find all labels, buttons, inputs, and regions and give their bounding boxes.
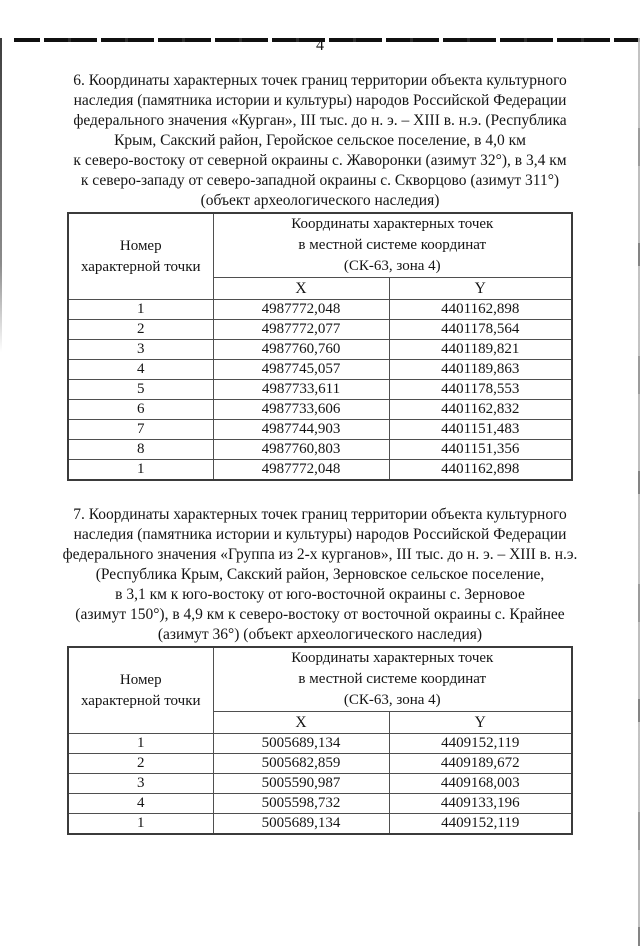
section-6: 6. Координаты характерных точек границ т… (0, 71, 640, 481)
coordinates-column-header: Координаты характерных точек в местной с… (212, 212, 573, 278)
table-cell: 4987772,077 (212, 319, 390, 340)
table-row: 4 5005598,732 4409133,196 (67, 793, 573, 814)
table-row: 8 4987760,803 4401151,356 (67, 439, 573, 460)
table-cell: 4409189,672 (388, 753, 573, 774)
section-7: 7. Координаты характерных точек границ т… (0, 505, 640, 835)
table-cell: 4 (67, 359, 214, 380)
section-6-heading: 6. Координаты характерных точек границ т… (73, 72, 567, 209)
table-row: 2 5005682,859 4409189,672 (67, 753, 573, 774)
table-cell: 4987744,903 (212, 419, 390, 440)
coordinates-table-6: Номер характерной точки Координаты харак… (67, 212, 574, 481)
table-row: 2 4987772,077 4401178,564 (67, 319, 573, 340)
table-row: 3 5005590,987 4409168,003 (67, 773, 573, 794)
scan-artifact-top-edge (14, 38, 640, 42)
table-row: 1 4987772,048 4401162,898 (67, 299, 573, 320)
table-cell: 4987772,048 (212, 459, 390, 481)
table-cell: 1 (67, 299, 214, 320)
table-cell: 1 (67, 459, 214, 481)
table-row: 1 4987772,048 4401162,898 (67, 459, 573, 481)
table-cell: 4401189,821 (388, 339, 573, 360)
table-row: 6 4987733,606 4401162,832 (67, 399, 573, 420)
table-row: 4 4987745,057 4401189,863 (67, 359, 573, 380)
table-cell: 4987745,057 (212, 359, 390, 380)
table-row: 3 4987760,760 4401189,821 (67, 339, 573, 360)
document-page: { "page_number": "4", "sections": [ { "n… (0, 38, 640, 946)
table-cell: 6 (67, 399, 214, 420)
scan-artifact-left-edge (0, 38, 2, 352)
table-row: 1 5005689,134 4409152,119 (67, 813, 573, 835)
table-cell: 7 (67, 419, 214, 440)
table-cell: 8 (67, 439, 214, 460)
y-column-header: Y (388, 277, 573, 300)
table-cell: 4409133,196 (388, 793, 573, 814)
table-cell: 4401151,483 (388, 419, 573, 440)
table-cell: 4401162,898 (388, 299, 573, 320)
x-column-header: X (212, 277, 390, 300)
table-row: 1 5005689,134 4409152,119 (67, 733, 573, 754)
table-cell: 4409152,119 (388, 733, 573, 754)
table-cell: 3 (67, 773, 214, 794)
table-cell: 5005598,732 (212, 793, 390, 814)
scan-artifact-right-edge (638, 38, 640, 946)
table-cell: 4401151,356 (388, 439, 573, 460)
table-cell: 4987760,760 (212, 339, 390, 360)
table-cell: 2 (67, 319, 214, 340)
table-cell: 5005689,134 (212, 813, 390, 835)
coordinates-table-7-body: 1 5005689,134 4409152,119 2 5005682,859 44091… (67, 733, 573, 835)
table-cell: 4401178,564 (388, 319, 573, 340)
table-cell: 4987772,048 (212, 299, 390, 320)
table-cell: 5005689,134 (212, 733, 390, 754)
table-cell: 4987733,606 (212, 399, 390, 420)
page-number: 4 (316, 37, 324, 54)
y-column-header: Y (388, 711, 573, 734)
table-cell: 4401162,898 (388, 459, 573, 481)
coordinates-column-header: Координаты характерных точек в местной с… (212, 646, 573, 712)
table-cell: 4409168,003 (388, 773, 573, 794)
table-cell: 4 (67, 793, 214, 814)
x-column-header: X (212, 711, 390, 734)
table-cell: 5005682,859 (212, 753, 390, 774)
table-cell: 2 (67, 753, 214, 774)
table-cell: 3 (67, 339, 214, 360)
table-cell: 1 (67, 733, 214, 754)
table-cell: 4401189,863 (388, 359, 573, 380)
table-cell: 4401178,553 (388, 379, 573, 400)
point-number-column-header: Номер характерной точки (67, 646, 214, 734)
table-row: 7 4987744,903 4401151,483 (67, 419, 573, 440)
table-cell: 1 (67, 813, 214, 835)
coordinates-table-7: Номер характерной точки Координаты харак… (67, 646, 574, 835)
table-cell: 4987733,611 (212, 379, 390, 400)
point-number-column-header: Номер характерной точки (67, 212, 214, 300)
section-7-heading: 7. Координаты характерных точек границ т… (62, 506, 578, 643)
table-cell: 5 (67, 379, 214, 400)
table-cell: 4409152,119 (388, 813, 573, 835)
table-cell: 4987760,803 (212, 439, 390, 460)
table-row: 5 4987733,611 4401178,553 (67, 379, 573, 400)
coordinates-table-6-body: 1 4987772,048 4401162,898 2 4987772,077 44011… (67, 299, 573, 481)
table-cell: 5005590,987 (212, 773, 390, 794)
table-cell: 4401162,832 (388, 399, 573, 420)
